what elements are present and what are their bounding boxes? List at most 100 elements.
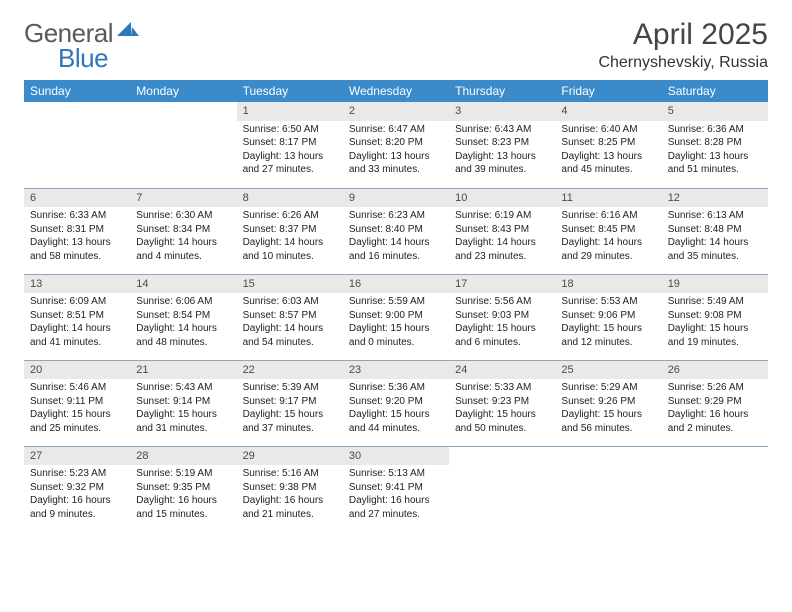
page-subtitle: Chernyshevskiy, Russia [598, 54, 768, 72]
sunrise-line: Sunrise: 6:50 AM [243, 123, 337, 137]
daylight-line: Daylight: 15 hours and 56 minutes. [561, 408, 655, 435]
logo: GeneralBlue [24, 18, 139, 74]
sunrise-line: Sunrise: 5:59 AM [349, 295, 443, 309]
day-details: Sunrise: 6:36 AMSunset: 8:28 PMDaylight:… [662, 121, 768, 181]
calendar-cell: 11Sunrise: 6:16 AMSunset: 8:45 PMDayligh… [555, 188, 661, 274]
sunset-line: Sunset: 8:17 PM [243, 136, 337, 150]
daylight-line: Daylight: 13 hours and 39 minutes. [455, 150, 549, 177]
day-details: Sunrise: 5:23 AMSunset: 9:32 PMDaylight:… [24, 465, 130, 525]
day-details: Sunrise: 5:13 AMSunset: 9:41 PMDaylight:… [343, 465, 449, 525]
sunset-line: Sunset: 9:08 PM [668, 309, 762, 323]
sunrise-line: Sunrise: 6:16 AM [561, 209, 655, 223]
sunrise-line: Sunrise: 6:09 AM [30, 295, 124, 309]
page-title: April 2025 [598, 18, 768, 52]
day-number: 4 [555, 102, 661, 121]
day-details: Sunrise: 5:36 AMSunset: 9:20 PMDaylight:… [343, 379, 449, 439]
calendar-cell: 20Sunrise: 5:46 AMSunset: 9:11 PMDayligh… [24, 360, 130, 446]
daylight-line: Daylight: 16 hours and 9 minutes. [30, 494, 124, 521]
day-details: Sunrise: 6:06 AMSunset: 8:54 PMDaylight:… [130, 293, 236, 353]
daylight-line: Daylight: 13 hours and 51 minutes. [668, 150, 762, 177]
day-number: 16 [343, 275, 449, 294]
day-number: 21 [130, 361, 236, 380]
calendar-cell: 6Sunrise: 6:33 AMSunset: 8:31 PMDaylight… [24, 188, 130, 274]
weekday-header: Wednesday [343, 80, 449, 102]
calendar-cell: 29Sunrise: 5:16 AMSunset: 9:38 PMDayligh… [237, 446, 343, 532]
calendar-cell: 21Sunrise: 5:43 AMSunset: 9:14 PMDayligh… [130, 360, 236, 446]
sunrise-line: Sunrise: 6:19 AM [455, 209, 549, 223]
calendar-cell: 8Sunrise: 6:26 AMSunset: 8:37 PMDaylight… [237, 188, 343, 274]
calendar-cell: 19Sunrise: 5:49 AMSunset: 9:08 PMDayligh… [662, 274, 768, 360]
calendar-cell: 4Sunrise: 6:40 AMSunset: 8:25 PMDaylight… [555, 102, 661, 188]
calendar-cell: 9Sunrise: 6:23 AMSunset: 8:40 PMDaylight… [343, 188, 449, 274]
calendar-cell: 14Sunrise: 6:06 AMSunset: 8:54 PMDayligh… [130, 274, 236, 360]
sunrise-line: Sunrise: 5:19 AM [136, 467, 230, 481]
sunset-line: Sunset: 9:20 PM [349, 395, 443, 409]
daylight-line: Daylight: 15 hours and 50 minutes. [455, 408, 549, 435]
calendar-cell: 17Sunrise: 5:56 AMSunset: 9:03 PMDayligh… [449, 274, 555, 360]
calendar-cell [130, 102, 236, 188]
sunrise-line: Sunrise: 5:53 AM [561, 295, 655, 309]
day-number: 23 [343, 361, 449, 380]
title-block: April 2025 Chernyshevskiy, Russia [598, 18, 768, 72]
daylight-line: Daylight: 14 hours and 23 minutes. [455, 236, 549, 263]
sunrise-line: Sunrise: 6:43 AM [455, 123, 549, 137]
sunset-line: Sunset: 8:34 PM [136, 223, 230, 237]
sunrise-line: Sunrise: 5:23 AM [30, 467, 124, 481]
sunrise-line: Sunrise: 5:16 AM [243, 467, 337, 481]
day-number: 26 [662, 361, 768, 380]
daylight-line: Daylight: 15 hours and 19 minutes. [668, 322, 762, 349]
calendar-header-row: Sunday Monday Tuesday Wednesday Thursday… [24, 80, 768, 102]
weekday-header: Thursday [449, 80, 555, 102]
day-details: Sunrise: 6:50 AMSunset: 8:17 PMDaylight:… [237, 121, 343, 181]
daylight-line: Daylight: 14 hours and 4 minutes. [136, 236, 230, 263]
sunrise-line: Sunrise: 5:26 AM [668, 381, 762, 395]
sunset-line: Sunset: 9:32 PM [30, 481, 124, 495]
sunset-line: Sunset: 9:26 PM [561, 395, 655, 409]
day-number: 22 [237, 361, 343, 380]
sunrise-line: Sunrise: 5:56 AM [455, 295, 549, 309]
sunset-line: Sunset: 9:00 PM [349, 309, 443, 323]
sunrise-line: Sunrise: 5:43 AM [136, 381, 230, 395]
sunset-line: Sunset: 8:45 PM [561, 223, 655, 237]
daylight-line: Daylight: 16 hours and 15 minutes. [136, 494, 230, 521]
calendar-cell: 12Sunrise: 6:13 AMSunset: 8:48 PMDayligh… [662, 188, 768, 274]
sunset-line: Sunset: 8:25 PM [561, 136, 655, 150]
day-details: Sunrise: 6:26 AMSunset: 8:37 PMDaylight:… [237, 207, 343, 267]
sunset-line: Sunset: 8:20 PM [349, 136, 443, 150]
sunrise-line: Sunrise: 5:29 AM [561, 381, 655, 395]
daylight-line: Daylight: 14 hours and 54 minutes. [243, 322, 337, 349]
weekday-header: Saturday [662, 80, 768, 102]
calendar-cell: 27Sunrise: 5:23 AMSunset: 9:32 PMDayligh… [24, 446, 130, 532]
calendar-cell: 18Sunrise: 5:53 AMSunset: 9:06 PMDayligh… [555, 274, 661, 360]
header: GeneralBlue April 2025 Chernyshevskiy, R… [24, 18, 768, 74]
day-number: 13 [24, 275, 130, 294]
weekday-header: Sunday [24, 80, 130, 102]
day-number: 15 [237, 275, 343, 294]
daylight-line: Daylight: 15 hours and 37 minutes. [243, 408, 337, 435]
day-number: 30 [343, 447, 449, 466]
sunset-line: Sunset: 8:37 PM [243, 223, 337, 237]
calendar-cell: 24Sunrise: 5:33 AMSunset: 9:23 PMDayligh… [449, 360, 555, 446]
day-details: Sunrise: 5:43 AMSunset: 9:14 PMDaylight:… [130, 379, 236, 439]
calendar-cell: 10Sunrise: 6:19 AMSunset: 8:43 PMDayligh… [449, 188, 555, 274]
sunset-line: Sunset: 9:06 PM [561, 309, 655, 323]
sunrise-line: Sunrise: 6:33 AM [30, 209, 124, 223]
sunrise-line: Sunrise: 6:23 AM [349, 209, 443, 223]
daylight-line: Daylight: 13 hours and 45 minutes. [561, 150, 655, 177]
calendar-cell: 2Sunrise: 6:47 AMSunset: 8:20 PMDaylight… [343, 102, 449, 188]
calendar-cell [662, 446, 768, 532]
day-number: 28 [130, 447, 236, 466]
sunrise-line: Sunrise: 6:03 AM [243, 295, 337, 309]
sunrise-line: Sunrise: 6:36 AM [668, 123, 762, 137]
sunrise-line: Sunrise: 5:36 AM [349, 381, 443, 395]
calendar-row: 1Sunrise: 6:50 AMSunset: 8:17 PMDaylight… [24, 102, 768, 188]
daylight-line: Daylight: 14 hours and 41 minutes. [30, 322, 124, 349]
calendar-cell [24, 102, 130, 188]
day-details: Sunrise: 5:56 AMSunset: 9:03 PMDaylight:… [449, 293, 555, 353]
day-details: Sunrise: 6:13 AMSunset: 8:48 PMDaylight:… [662, 207, 768, 267]
calendar-page: GeneralBlue April 2025 Chernyshevskiy, R… [0, 0, 792, 550]
daylight-line: Daylight: 13 hours and 58 minutes. [30, 236, 124, 263]
daylight-line: Daylight: 16 hours and 2 minutes. [668, 408, 762, 435]
daylight-line: Daylight: 15 hours and 12 minutes. [561, 322, 655, 349]
daylight-line: Daylight: 16 hours and 21 minutes. [243, 494, 337, 521]
